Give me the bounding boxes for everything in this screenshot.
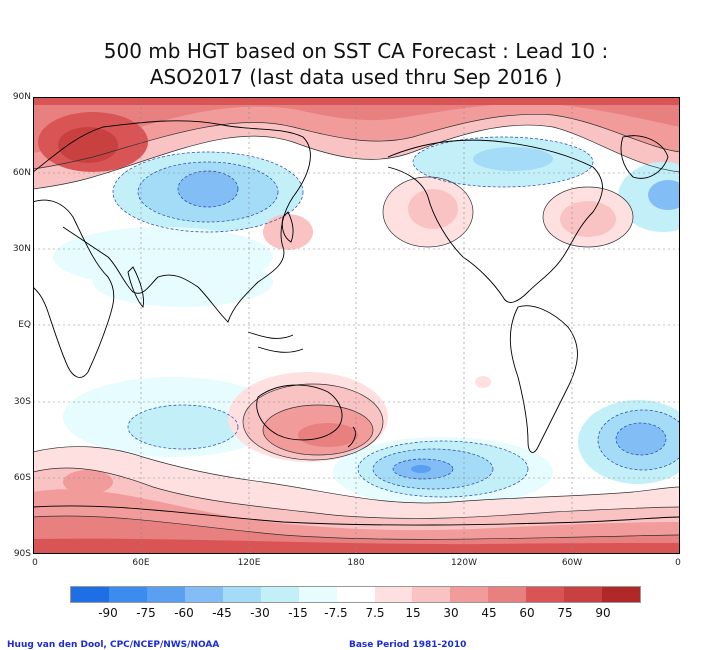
greenland-outline xyxy=(620,135,669,179)
title-line-2: ASO2017 (last data used thru Sep 2016 ) xyxy=(149,65,563,89)
lon-label-0: 0 xyxy=(32,558,38,568)
color-box-pos-30 xyxy=(450,587,489,602)
legend-label-pos-15: 15 xyxy=(405,606,421,620)
color-box-neg-75 xyxy=(108,587,147,602)
south-atlantic-negative-region xyxy=(578,400,680,484)
pacific-positive-region xyxy=(263,177,633,388)
lon-label-120w: 120W xyxy=(450,558,478,568)
legend-label-pos-7-5: 7.5 xyxy=(365,606,385,620)
antarctica-outline xyxy=(33,505,680,526)
title-line-1: 500 mb HGT based on SST CA Forecast : Le… xyxy=(103,39,609,63)
legend-label-neg-45: -45 xyxy=(212,606,232,620)
canada-negative-region xyxy=(413,137,680,232)
north-positive-region xyxy=(33,97,680,189)
south-pacific-negative-region xyxy=(333,437,553,507)
legend-label-pos-90: 90 xyxy=(595,606,611,620)
lat-label-60s: 60S xyxy=(13,473,31,483)
lon-label-180: 180 xyxy=(347,558,365,568)
contour-lines xyxy=(33,114,680,540)
south-polar-positive-region xyxy=(33,446,680,554)
lat-label-30s: 30S xyxy=(13,397,31,407)
north-america-outline xyxy=(387,139,603,303)
australia-outline xyxy=(256,384,343,441)
color-box-neg-7-5 xyxy=(298,587,337,602)
legend-label-pos-30: 30 xyxy=(443,606,459,620)
coastlines xyxy=(33,120,680,526)
color-box-neutral xyxy=(336,587,375,602)
legend-label-pos-60: 60 xyxy=(519,606,535,620)
map-panel xyxy=(33,97,680,554)
australia-positive-region xyxy=(228,372,388,462)
legend-label-pos-45: 45 xyxy=(481,606,497,620)
lat-label-eq: EQ xyxy=(18,320,31,330)
south-america-outline xyxy=(509,305,578,453)
africa-outline xyxy=(33,199,115,378)
japan-outline xyxy=(281,211,294,243)
asia-negative-region xyxy=(93,257,273,307)
legend-label-neg-7-5: -7.5 xyxy=(324,606,348,620)
graticule xyxy=(33,97,680,554)
lon-label-0-east: 0 xyxy=(675,558,681,568)
lat-label-90s: 90S xyxy=(13,549,31,559)
map-title: 500 mb HGT based on SST CA Forecast : Le… xyxy=(0,38,712,90)
lat-label-30n: 30N xyxy=(12,244,31,254)
color-box-pos-60 xyxy=(526,587,565,602)
india-outline xyxy=(127,266,144,308)
color-box-pos-7-5 xyxy=(374,587,413,602)
color-box-neg-60 xyxy=(146,587,185,602)
anomaly-map xyxy=(33,97,680,554)
legend-label-neg-60: -60 xyxy=(174,606,194,620)
legend-label-pos-75: 75 xyxy=(557,606,573,620)
color-box-neg-90 xyxy=(71,587,109,602)
map-frame xyxy=(33,97,680,554)
lon-label-120e: 120E xyxy=(237,558,261,568)
lon-label-60w: 60W xyxy=(561,558,583,568)
legend-label-neg-15: -15 xyxy=(288,606,308,620)
indonesia-outline xyxy=(247,331,304,353)
color-box-pos-15 xyxy=(412,587,451,602)
color-box-neg-15 xyxy=(260,587,299,602)
author-credit: Huug van den Dool, CPC/NCEP/NWS/NOAA xyxy=(7,640,220,650)
color-box-pos-75 xyxy=(564,587,603,602)
legend-label-neg-30: -30 xyxy=(250,606,270,620)
color-box-pos-45 xyxy=(488,587,527,602)
lat-label-60n: 60N xyxy=(12,168,31,178)
color-box-neg-45 xyxy=(184,587,223,602)
lat-label-90n: 90N xyxy=(12,92,31,102)
legend-label-neg-90: -90 xyxy=(98,606,118,620)
south-indian-negative-region xyxy=(63,377,283,457)
legend-label-neg-75: -75 xyxy=(136,606,156,620)
color-box-pos-90 xyxy=(602,587,641,602)
base-period-note: Base Period 1981-2010 xyxy=(349,640,467,650)
new-zealand-outline xyxy=(347,426,356,448)
color-box-neg-30 xyxy=(222,587,261,602)
lon-label-60e: 60E xyxy=(132,558,150,568)
negative-contour-lines xyxy=(112,136,680,498)
color-scale-bar xyxy=(70,586,641,603)
